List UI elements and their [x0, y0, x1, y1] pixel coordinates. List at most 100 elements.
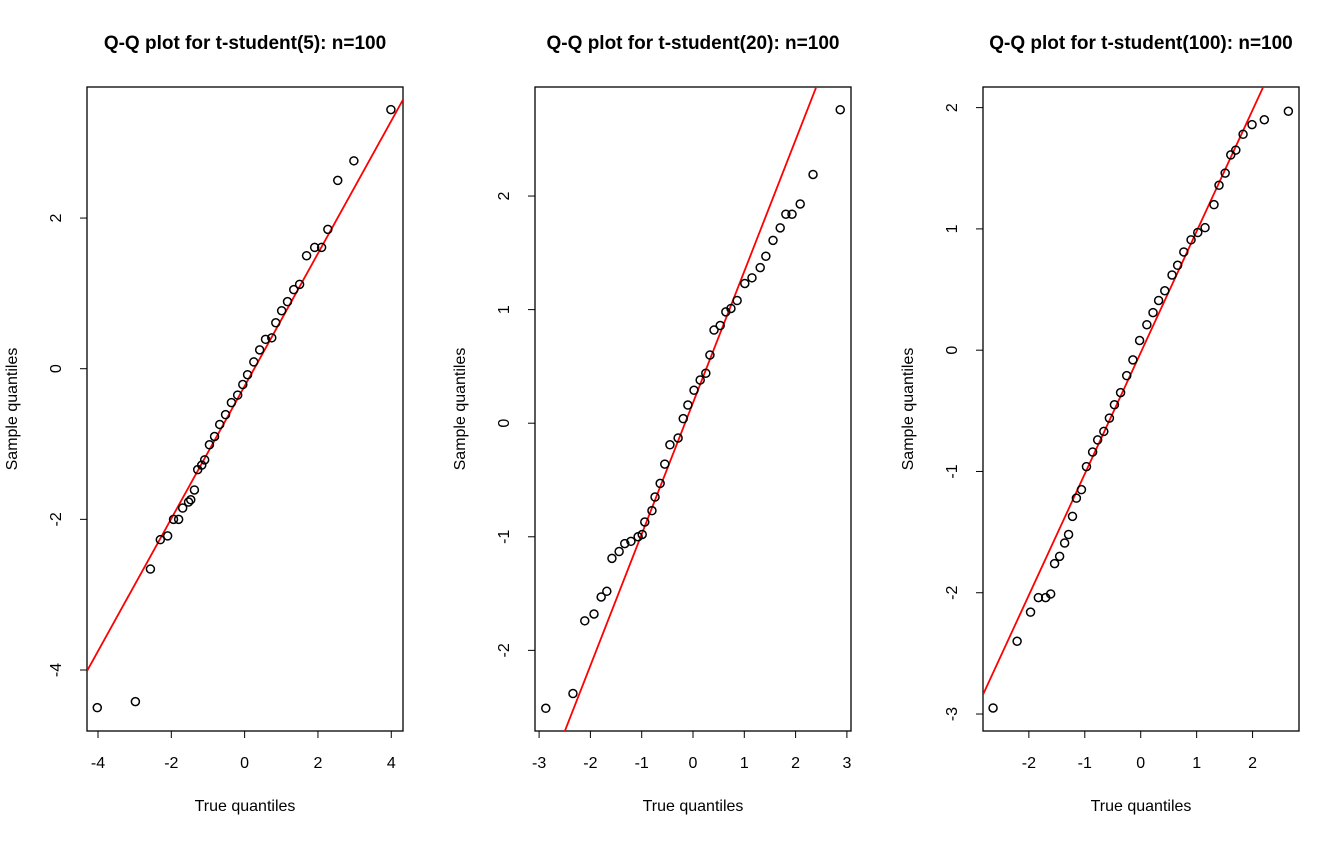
point [705, 350, 715, 360]
point [168, 514, 179, 525]
point [1231, 145, 1241, 155]
point [1134, 335, 1145, 346]
point [276, 305, 287, 316]
y-tick-label: -1 [496, 530, 513, 544]
y-tick-label: -4 [48, 663, 65, 677]
point [1172, 260, 1183, 271]
y-tick-label: 1 [496, 305, 513, 314]
point [701, 368, 711, 378]
point [173, 514, 184, 525]
point [640, 517, 650, 527]
point [568, 688, 578, 699]
point [787, 209, 797, 219]
reference-line [983, 87, 1265, 695]
point [145, 564, 156, 574]
reference-line [87, 99, 403, 672]
point [92, 702, 103, 713]
point [294, 279, 305, 290]
point [1054, 551, 1065, 562]
point [309, 242, 320, 253]
point [1214, 180, 1224, 190]
point [607, 553, 617, 564]
x-tick-label: -3 [532, 755, 546, 772]
point [1059, 538, 1070, 548]
point [1220, 168, 1230, 178]
y-tick-label: -2 [48, 512, 65, 526]
point [709, 325, 719, 335]
point [1049, 558, 1060, 569]
point [1099, 426, 1109, 437]
point [1121, 370, 1132, 381]
point [755, 262, 765, 273]
point [1153, 295, 1164, 306]
y-axis-label: Sample quantiles [452, 348, 469, 471]
point [988, 703, 998, 713]
point [177, 503, 188, 513]
point [602, 586, 612, 597]
point [1012, 636, 1022, 647]
x-tick-label: 1 [1192, 755, 1201, 772]
panel: Q-Q plot for t-student(20): n=100 True qu… [452, 33, 852, 815]
point [647, 505, 657, 516]
point [740, 278, 750, 289]
y-tick-label: -2 [944, 586, 961, 600]
y-tick-label: 0 [496, 419, 513, 428]
point [541, 703, 551, 714]
point [196, 460, 207, 470]
point [695, 375, 705, 385]
point [130, 696, 141, 707]
point [683, 400, 693, 410]
point [232, 390, 243, 400]
point [835, 104, 845, 115]
panel: Q-Q plot for t-student(100): n=100 True q… [900, 33, 1300, 815]
point [1193, 227, 1203, 238]
x-axis-label: True quantiles [195, 798, 296, 815]
point [386, 104, 396, 115]
point [332, 175, 343, 186]
x-tick-label: -1 [1078, 755, 1092, 772]
y-tick-label: 0 [944, 346, 961, 355]
x-tick-label: 2 [1248, 755, 1257, 772]
point [271, 318, 281, 328]
point [660, 459, 670, 469]
y-tick-label: -2 [496, 643, 513, 657]
point [655, 478, 665, 489]
x-tick-label: 0 [240, 755, 249, 772]
point [1148, 307, 1158, 318]
point [1045, 589, 1056, 599]
point [260, 334, 271, 345]
x-tick-label: 2 [791, 755, 800, 772]
point [1025, 607, 1036, 617]
point [242, 369, 253, 380]
point [249, 357, 259, 367]
point [282, 296, 293, 307]
y-tick-label: 2 [944, 103, 961, 112]
point [1109, 400, 1120, 410]
point [1104, 413, 1115, 423]
point [1063, 529, 1074, 540]
point [689, 385, 699, 396]
chart-title: Q-Q plot for t-student(20): n=100 [547, 33, 840, 54]
point [637, 529, 647, 540]
point [596, 592, 606, 602]
point [1142, 319, 1152, 330]
point [1071, 493, 1082, 503]
y-tick-label: 1 [944, 224, 961, 233]
point [650, 492, 660, 502]
chart-title: Q-Q plot for t-student(100): n=100 [989, 33, 1293, 54]
point [323, 224, 333, 235]
y-tick-label: 2 [496, 191, 513, 200]
point [678, 413, 689, 424]
point [183, 497, 194, 507]
x-tick-label: -4 [91, 755, 105, 772]
point [715, 320, 725, 331]
point [1226, 150, 1236, 160]
y-tick-label: -1 [944, 464, 961, 478]
x-axis-label: True quantiles [1091, 798, 1192, 815]
point [1186, 235, 1196, 245]
x-tick-label: 0 [1136, 755, 1145, 772]
y-axis-label: Sample quantiles [900, 348, 917, 471]
x-tick-label: 3 [842, 755, 851, 772]
point [589, 609, 599, 619]
